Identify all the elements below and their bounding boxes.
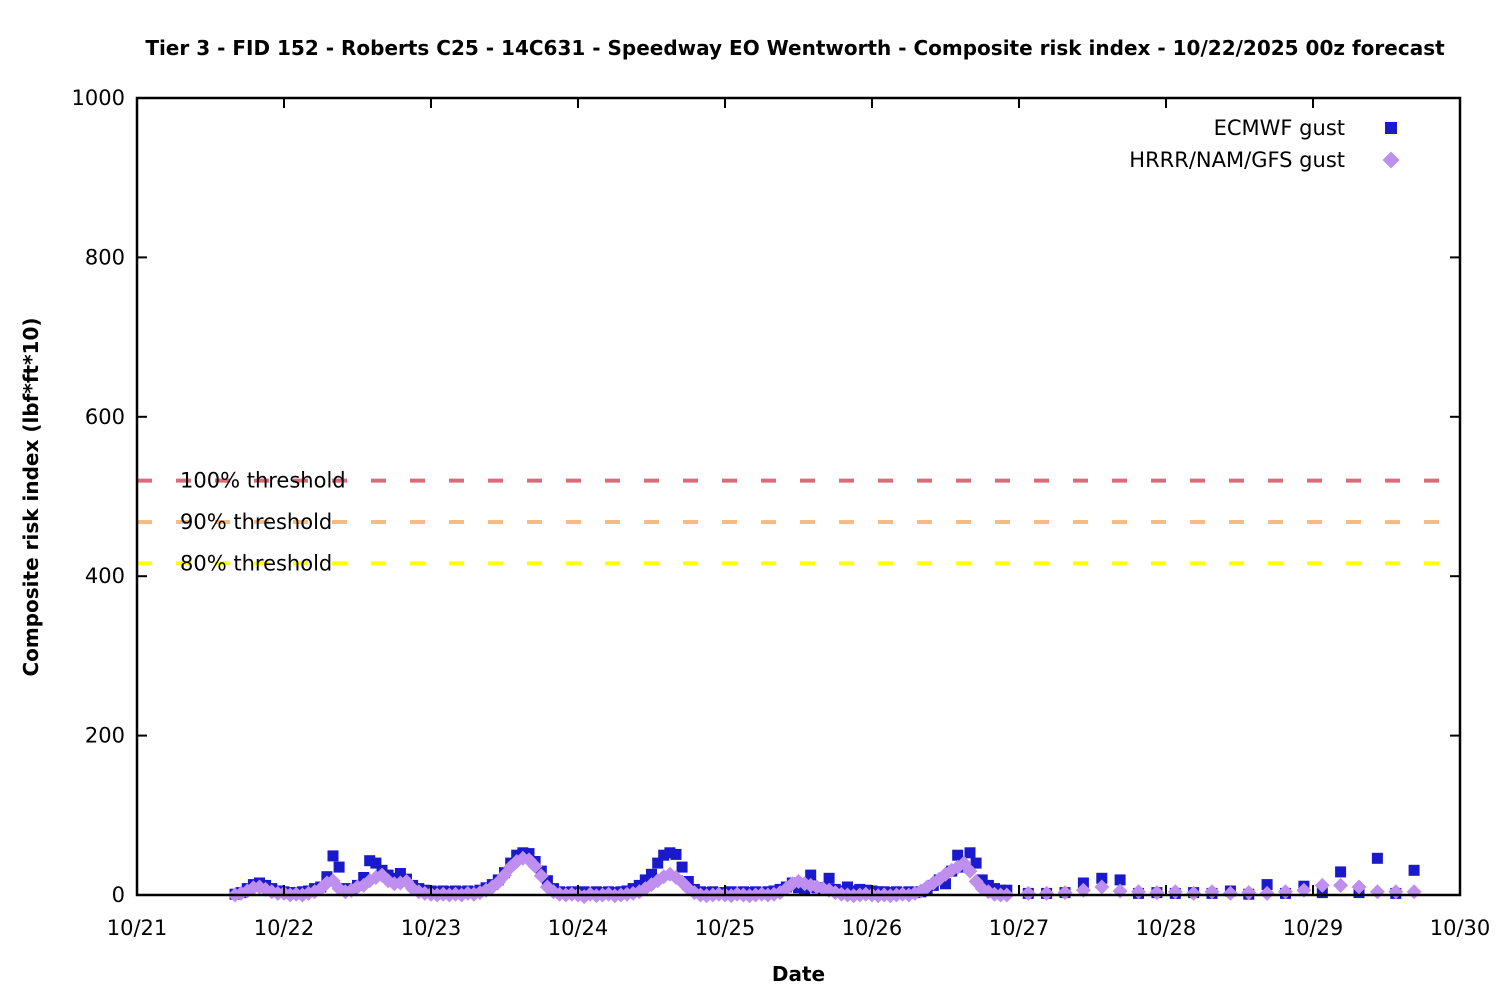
- svg-text:600: 600: [85, 405, 125, 429]
- svg-text:10/22: 10/22: [254, 916, 315, 940]
- svg-text:10/27: 10/27: [989, 916, 1050, 940]
- svg-text:10/25: 10/25: [695, 916, 756, 940]
- threshold-labels: 100% threshold 90% threshold 80% threshold: [180, 469, 346, 576]
- square-marker-icon: [1385, 122, 1397, 134]
- x-ticks: [136, 98, 1461, 895]
- svg-text:10/28: 10/28: [1136, 916, 1197, 940]
- svg-text:10/29: 10/29: [1283, 916, 1344, 940]
- x-axis-title: Date: [771, 962, 826, 986]
- svg-text:10/26: 10/26: [842, 916, 903, 940]
- svg-text:10/24: 10/24: [548, 916, 609, 940]
- svg-text:0: 0: [112, 883, 125, 907]
- svg-text:200: 200: [85, 724, 125, 748]
- diamond-marker-icon: [1382, 151, 1400, 169]
- svg-text:100% threshold: 100% threshold: [180, 469, 346, 493]
- chart-title: Tier 3 - FID 152 - Roberts C25 - 14C631 …: [145, 36, 1445, 60]
- y-ticks: [137, 97, 1460, 896]
- x-tick-labels: 10/21 10/22 10/23 10/24 10/25 10/26 10/27 10/28…: [107, 916, 1491, 940]
- svg-text:80% threshold: 80% threshold: [180, 551, 332, 575]
- svg-text:400: 400: [85, 564, 125, 588]
- svg-text:90% threshold: 90% threshold: [180, 510, 332, 534]
- legend-item-ecmwf: ECMWF gust: [1129, 112, 1397, 144]
- legend-label-ecmwf: ECMWF gust: [1213, 116, 1345, 140]
- svg-text:10/30: 10/30: [1430, 916, 1491, 940]
- legend: ECMWF gust HRRR/NAM/GFS gust: [1129, 112, 1400, 176]
- svg-text:800: 800: [85, 245, 125, 269]
- svg-text:10/21: 10/21: [107, 916, 168, 940]
- svg-text:1000: 1000: [72, 86, 125, 110]
- y-tick-labels: 0 200 400 600 800 1000: [72, 86, 125, 907]
- svg-text:10/23: 10/23: [401, 916, 462, 940]
- threshold-lines: [137, 478, 1460, 566]
- legend-item-hrrr: HRRR/NAM/GFS gust: [1129, 144, 1400, 176]
- legend-label-hrrr: HRRR/NAM/GFS gust: [1129, 148, 1345, 172]
- plot-border: [135, 96, 1462, 897]
